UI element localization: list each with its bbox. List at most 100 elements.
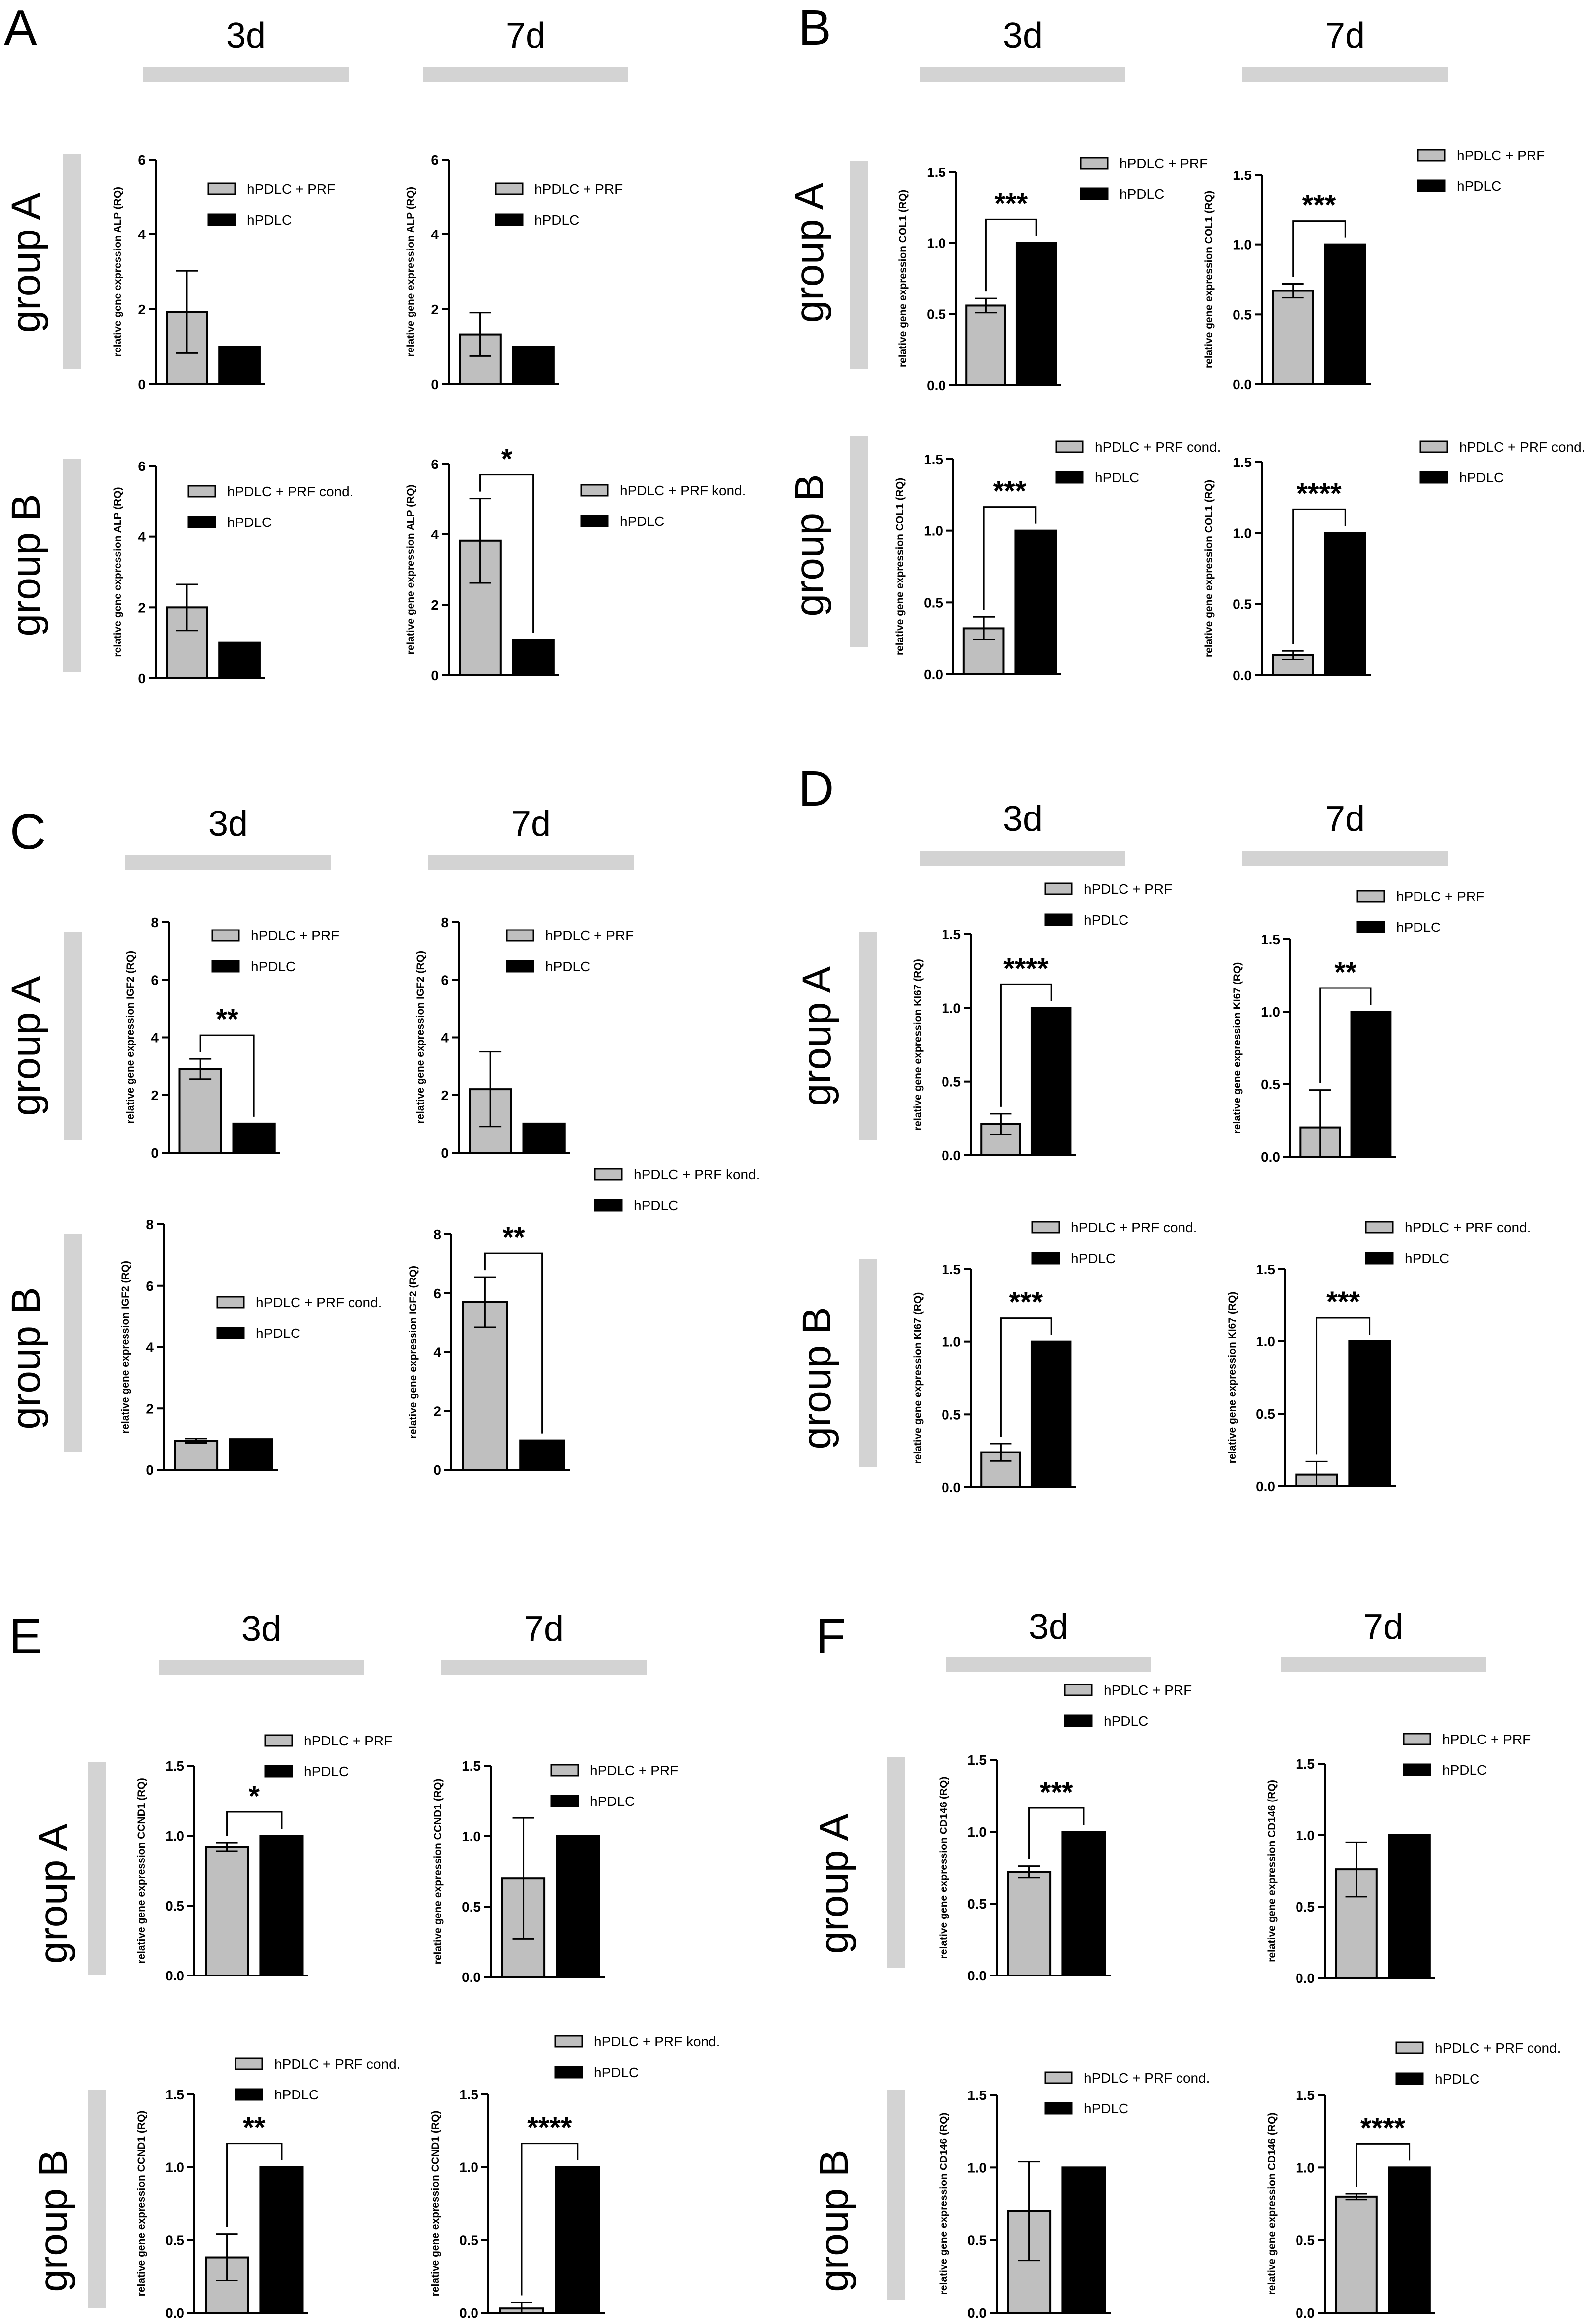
group-label: group A — [787, 182, 832, 323]
y-tick-label: 8 — [441, 915, 449, 930]
y-axis-label: relative gene expression IGF2 (RQ) — [125, 951, 136, 1124]
bar-control — [1324, 532, 1367, 677]
panel-letter: C — [10, 804, 46, 860]
y-axis-label: relative gene expression IGF2 (RQ) — [120, 1261, 131, 1434]
y-tick-label: 1.0 — [165, 2160, 184, 2175]
legend-label: hPDLC — [1095, 470, 1139, 485]
significance-bracket — [1000, 1317, 1052, 1437]
legend-swatch — [580, 484, 609, 497]
y-tick-label: 0.5 — [927, 307, 946, 322]
y-tick-label: 0.5 — [1233, 307, 1252, 322]
y-tick-label: 4 — [441, 1030, 449, 1046]
legend-swatch — [207, 182, 236, 195]
subplot-d-group-a-3d: 0.0 0.5 1.0 1.5 relative gene expression KI6… — [912, 881, 1172, 1163]
legend-label: hPDLC — [1084, 2101, 1128, 2116]
bar-control — [259, 2166, 304, 2314]
y-axis-label: relative gene expression CCND1 (RQ) — [136, 1778, 147, 1964]
y-tick-label: 1.5 — [459, 2087, 478, 2102]
significance-stars: *** — [1302, 189, 1336, 222]
day-label: 3d — [208, 804, 248, 844]
day-header-bar — [1242, 851, 1448, 866]
bar-treated — [1335, 2195, 1378, 2314]
y-tick-label: 6 — [146, 1278, 154, 1294]
bar-control — [1030, 1007, 1072, 1157]
legend-swatch — [1417, 179, 1446, 192]
y-tick-label: 6 — [431, 152, 439, 168]
y-tick-label: 0.5 — [165, 2232, 184, 2248]
legend-swatch — [211, 929, 240, 942]
legend-label: hPDLC + PRF cond. — [1435, 2040, 1561, 2056]
bar-control — [1014, 529, 1057, 675]
subplot-c-group-a-7d: 0 2 4 6 8 relative gene expression IGF2 (RQ) h… — [415, 915, 634, 1161]
y-tick-label: 1.0 — [1261, 1004, 1280, 1020]
panel-c: C 3d 7d group A group B — [3, 804, 634, 1452]
panel-b: B 3d 7d group A group B — [787, 0, 1448, 647]
y-tick-label: 0 — [431, 668, 439, 683]
subplot-c-group-b-7d: 0 2 4 6 8 relative gene expression IGF2 (RQ) *… — [408, 1167, 760, 1478]
y-axis-label: relative gene expression CCND1 (RQ) — [430, 2111, 441, 2297]
bar-treated — [178, 1068, 222, 1154]
y-tick-label: 4 — [146, 1340, 154, 1355]
day-header-bar — [125, 855, 331, 870]
y-axis-label: relative gene expression COL1 (RQ) — [1203, 480, 1215, 657]
legend-label: hPDLC — [590, 1794, 635, 1809]
bar-treated — [1272, 290, 1314, 385]
y-tick-label: 0.5 — [165, 1898, 184, 1914]
y-tick-label: 1.0 — [942, 1000, 961, 1016]
legend-label: hPDLC — [1396, 920, 1441, 935]
y-tick-label: 1.5 — [462, 1758, 481, 1774]
legend-label: hPDLC + PRF kond. — [594, 2034, 720, 2049]
legend-swatch — [506, 960, 534, 973]
legend-label: hPDLC — [1457, 178, 1501, 194]
significance-bracket — [1292, 220, 1346, 277]
legend-swatch — [264, 1765, 293, 1778]
significance-bracket — [479, 474, 534, 633]
day-label: 3d — [1003, 799, 1043, 839]
panel-letter: F — [816, 1609, 846, 1664]
y-tick-label: 0.0 — [924, 667, 943, 682]
legend-label: hPDLC + PRF cond. — [274, 2056, 400, 2072]
legend-label: hPDLC + PRF — [545, 928, 634, 943]
legend-swatch — [1080, 187, 1109, 200]
legend-swatch — [235, 2088, 263, 2101]
y-tick-label: 0 — [138, 671, 146, 686]
y-tick-label: 0.0 — [1296, 2305, 1315, 2321]
y-tick-label: 1.0 — [967, 2160, 987, 2175]
y-tick-label: 1.5 — [967, 1752, 987, 1768]
group-label: group A — [3, 976, 49, 1116]
bar-control — [1388, 1834, 1431, 1979]
subplot-e-group-a-7d: 0.0 0.5 1.0 1.5 relative gene expression CCN… — [432, 1758, 678, 1985]
subplot-d-group-a-7d: 0.0 0.5 1.0 1.5 relative gene expression KI6… — [1232, 889, 1484, 1164]
subplot-f-group-b-3d: 0.0 0.5 1.0 1.5 relative gene expression CD1… — [938, 2070, 1210, 2321]
bar-treated — [1272, 654, 1314, 677]
bar-control — [1015, 242, 1057, 386]
y-tick-label: 6 — [441, 972, 449, 988]
legend-label: hPDLC + PRF — [1120, 156, 1208, 171]
y-tick-label: 0.5 — [942, 1074, 961, 1090]
y-axis-label: relative gene expression KI67 (RQ) — [1232, 962, 1243, 1134]
y-tick-label: 1.0 — [1233, 237, 1252, 253]
legend-label: hPDLC — [1084, 912, 1128, 928]
legend-label: hPDLC — [251, 959, 295, 974]
legend-swatch — [1365, 1221, 1394, 1234]
legend-swatch — [1044, 2102, 1073, 2115]
legend-label: hPDLC — [634, 1198, 678, 1213]
subplot-c-group-b-3d: 0 2 4 6 8 relative gene expression IGF2 (RQ) h… — [120, 1217, 382, 1478]
y-tick-label: 6 — [138, 459, 146, 474]
legend-swatch — [1356, 890, 1385, 903]
y-tick-label: 0.0 — [459, 2305, 478, 2321]
day-label: 7d — [1325, 16, 1365, 56]
bar-treated — [1007, 1871, 1052, 1976]
group-label: group B — [31, 2150, 76, 2292]
group-side-bar — [887, 1757, 905, 1968]
bar-control — [1030, 1340, 1072, 1489]
y-tick-label: 1.0 — [1233, 525, 1252, 541]
legend-swatch — [1417, 149, 1446, 162]
legend-label: hPDLC — [1442, 1762, 1487, 1778]
legend-swatch — [187, 485, 216, 498]
day-label: 7d — [511, 804, 551, 844]
y-tick-label: 6 — [431, 457, 439, 472]
legend-label: hPDLC + PRF — [247, 181, 335, 197]
legend-swatch — [1064, 1684, 1093, 1696]
legend-swatch — [1044, 882, 1073, 895]
